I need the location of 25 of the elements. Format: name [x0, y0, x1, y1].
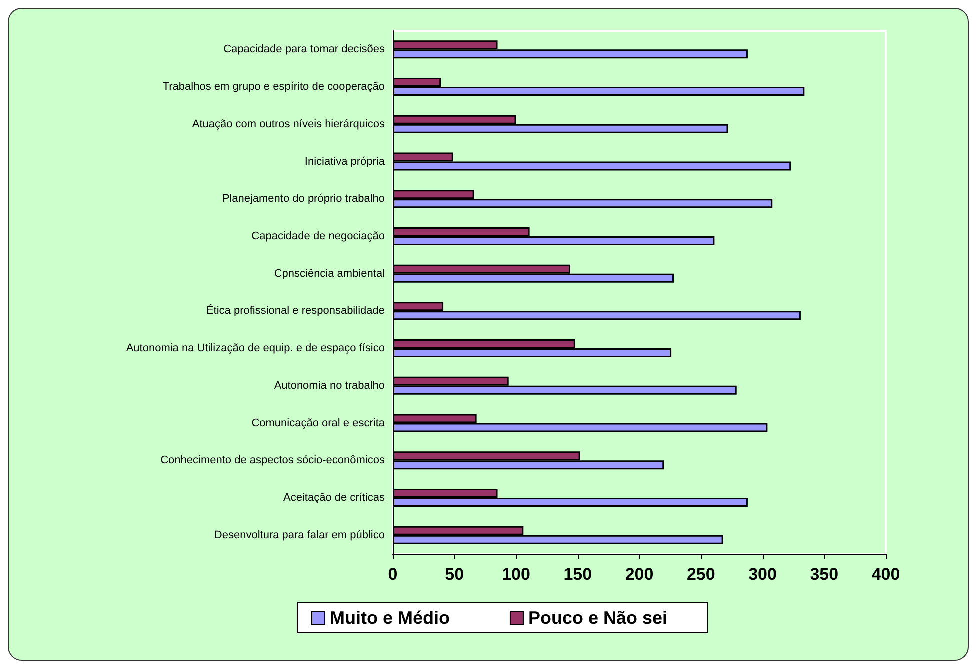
x-tick-label: 200: [625, 565, 654, 584]
y-tick-label: Desenvoltura para falar em público: [214, 529, 385, 542]
y-tick-label: Autonomia na Utilização de equip. e de espaço físico: [126, 342, 385, 355]
y-tick-label: Conhecimento de aspectos sócio-econômicos: [160, 454, 386, 467]
x-tick-label: 100: [502, 565, 530, 584]
y-tick-label: Atuação com outros níveis hierárquicos: [192, 118, 386, 130]
y-tick-label: Cpnsciência ambiental: [274, 268, 385, 280]
y-tick-label: Ética profissional e responsabilidade: [206, 304, 385, 318]
y-tick-label: Planejamento do próprio trabalho: [222, 193, 385, 206]
y-tick-label: Capacidade para tomar decisões: [224, 44, 386, 56]
y-tick-label: Aceitação de críticas: [284, 492, 386, 504]
x-tick-label: 250: [686, 565, 716, 584]
x-tick-label: 50: [445, 565, 464, 584]
x-tick-label: 350: [810, 565, 839, 584]
x-tick-label: 0: [388, 565, 398, 584]
x-tick-label: 300: [748, 565, 777, 584]
x-tick-label: 150: [564, 565, 592, 584]
x-tick-label: 400: [872, 565, 900, 584]
y-tick-label: Autonomia no trabalho: [274, 380, 385, 392]
y-tick-label: Comunicação oral e escrita: [252, 417, 386, 430]
legend-label: Muito e Médio: [330, 608, 450, 628]
y-tick-label: Iniciativa própria: [304, 156, 386, 168]
legend-label: Pouco e Não sei: [528, 608, 668, 628]
y-tick-label: Capacidade de negociação: [252, 230, 385, 242]
y-tick-label: Trabalhos em grupo e espírito de cooperação: [162, 81, 385, 94]
